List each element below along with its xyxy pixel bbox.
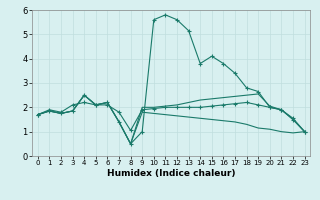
X-axis label: Humidex (Indice chaleur): Humidex (Indice chaleur) [107, 169, 236, 178]
